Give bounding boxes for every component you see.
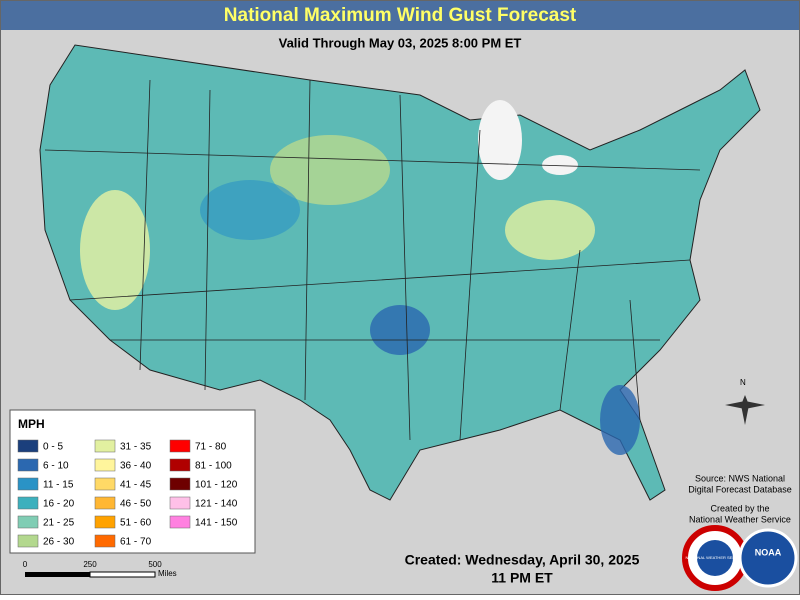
legend-swatch: [17, 458, 39, 472]
legend-label: 71 - 80: [195, 442, 227, 453]
title-bar: [0, 0, 800, 30]
legend-swatch: [17, 439, 39, 453]
legend-label: 41 - 45: [120, 480, 152, 491]
gust-area: [80, 190, 150, 310]
legend-swatch: [94, 496, 116, 510]
us-map: [39, 44, 761, 501]
legend-swatch: [94, 534, 116, 548]
legend-label: 51 - 60: [120, 518, 152, 529]
legend-label: 31 - 35: [120, 442, 152, 453]
lake: [478, 100, 522, 180]
scale-segment: [25, 572, 90, 577]
legend-swatch: [94, 477, 116, 491]
gust-area: [370, 305, 430, 355]
legend-swatch: [169, 515, 191, 529]
legend-swatch: [94, 458, 116, 472]
gust-area: [505, 200, 595, 260]
state-lines: [139, 79, 641, 441]
lake: [542, 155, 578, 175]
scale-segment: [89, 571, 156, 578]
legend-label: 61 - 70: [120, 537, 152, 548]
nws-logo: NATIONAL WEATHER SERVICE: [682, 525, 748, 591]
legend-label: 21 - 25: [43, 518, 75, 529]
gust-area: [200, 180, 300, 240]
noaa-logo: NOAA: [738, 528, 798, 588]
legend-swatch: [169, 477, 191, 491]
compass-label: N: [740, 378, 746, 387]
scale-label: 250: [83, 560, 97, 569]
state-lines: [44, 149, 701, 341]
logo-ring: [738, 528, 798, 588]
legend-swatch: [17, 496, 39, 510]
legend-label: 121 - 140: [195, 499, 238, 510]
legend-swatch: [17, 534, 39, 548]
legend-label: 101 - 120: [195, 480, 238, 491]
created-line: Created: Wednesday, April 30, 2025: [405, 552, 640, 568]
scale-label: 500: [148, 560, 162, 569]
legend-label: 46 - 50: [120, 499, 152, 510]
legend-label: 81 - 100: [195, 461, 232, 472]
legend-swatch: [169, 496, 191, 510]
scale-unit: Miles: [158, 569, 177, 578]
subtitle: Valid Through May 03, 2025 8:00 PM ET: [279, 35, 522, 50]
compass: N: [725, 378, 765, 425]
source-line: Digital Forecast Database: [688, 484, 792, 494]
gust-area: [270, 135, 390, 205]
compass-rose: [725, 395, 765, 425]
legend-box: [9, 409, 256, 554]
legend-swatch: [169, 458, 191, 472]
logo-text: NOAA: [755, 547, 782, 557]
legend-swatch: [94, 439, 116, 453]
created-line: 11 PM ET: [491, 570, 553, 586]
logo-center: [697, 540, 733, 576]
scale-label: 0: [23, 560, 28, 569]
legend-label: 141 - 150: [195, 518, 238, 529]
legend-label: 0 - 5: [43, 442, 63, 453]
legend-title: MPH: [18, 417, 45, 431]
legend-label: 26 - 30: [43, 537, 75, 548]
legend-swatch: [94, 515, 116, 529]
legend-swatch: [17, 477, 39, 491]
legend: MPH 0 - 5 6 - 10 11 - 15 16 - 20 21 - 25 26 -…: [9, 409, 256, 554]
legend-label: 6 - 10: [43, 461, 69, 472]
legend-label: 16 - 20: [43, 499, 75, 510]
credit-line: Created by the: [710, 503, 769, 513]
legend-swatch: [17, 515, 39, 529]
legend-swatch: [169, 439, 191, 453]
credit-line: National Weather Service: [689, 514, 791, 524]
source-line: Source: NWS National: [695, 473, 785, 483]
gust-area: [600, 385, 640, 455]
legend-label: 11 - 15: [43, 480, 74, 491]
legend-label: 36 - 40: [120, 461, 152, 472]
title: National Maximum Wind Gust Forecast: [224, 5, 577, 26]
logo-text: NATIONAL WEATHER SERVICE: [686, 555, 745, 560]
